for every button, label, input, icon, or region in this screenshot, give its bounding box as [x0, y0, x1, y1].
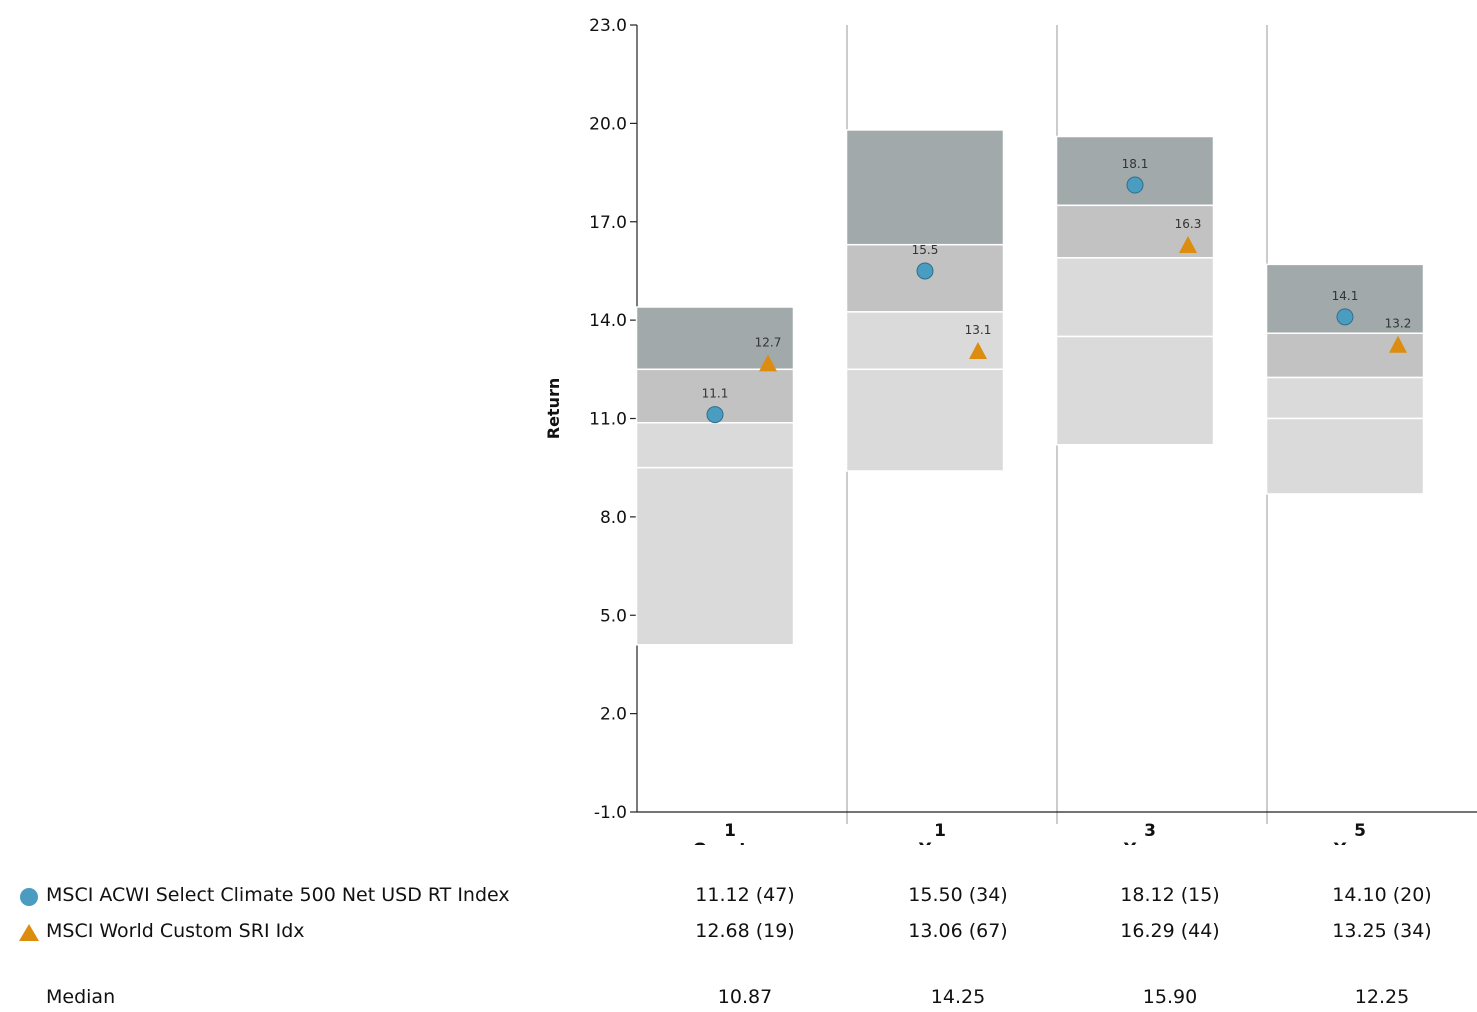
floating-bar-chart: 23.0 20.0 17.0 14.0 11.0 8.0 5.0 2.0 -1.0 Return 1…	[544, 16, 1477, 845]
percentile-band-2	[1055, 204, 1215, 259]
point-data-label: 12.7	[755, 335, 782, 349]
y-axis-title: Return	[544, 378, 563, 440]
median-value-1-year: 14.25	[930, 986, 986, 1008]
percentile-band-4	[1265, 417, 1425, 495]
x-category-label: 3	[1144, 821, 1156, 841]
y-tick-label: 23.0	[589, 16, 627, 36]
series-1-value-quarter: 11.12 (47)	[695, 884, 795, 906]
x-category-label: Years	[1123, 840, 1176, 845]
series-1-point	[706, 406, 724, 424]
series-2-point	[969, 341, 987, 359]
point-data-label: 13.2	[1385, 317, 1412, 331]
median-label: Median	[46, 986, 116, 1008]
point-data-label: 11.1	[702, 387, 729, 401]
triangle-marker-icon	[19, 924, 39, 941]
legend-row-series-2: MSCI World Custom SRI Idx 12.68 (19) 13.…	[0, 920, 1477, 946]
y-tick-label: 14.0	[589, 311, 627, 331]
x-category-label: Year	[918, 840, 962, 845]
point-data-label: 15.5	[912, 243, 939, 257]
y-tick-label: 2.0	[600, 705, 627, 725]
percentile-band-4	[1055, 335, 1215, 446]
point-data-label: 16.3	[1175, 217, 1202, 231]
y-tick-label: 8.0	[600, 508, 627, 528]
median-row: Median 10.87 14.25 15.90 12.25	[0, 986, 1477, 1012]
x-category-label: 5	[1354, 821, 1366, 841]
percentile-band-3	[635, 422, 795, 469]
series-2-point	[1179, 236, 1197, 254]
series-1-point	[1336, 308, 1354, 326]
percentile-band-4	[845, 368, 1005, 472]
circle-marker-icon	[20, 888, 38, 906]
series-2-value-quarter: 12.68 (19)	[695, 920, 795, 942]
y-tick-label: 5.0	[600, 606, 627, 626]
x-category-label: 1	[724, 821, 736, 841]
series-2-value-5-years: 13.25 (34)	[1332, 920, 1432, 942]
series-2-name: MSCI World Custom SRI Idx	[46, 920, 305, 942]
series-2-point	[1389, 335, 1407, 353]
series-1-value-3-years: 18.12 (15)	[1120, 884, 1220, 906]
point-data-label: 13.1	[965, 323, 992, 337]
percentile-band-3	[1265, 376, 1425, 420]
median-value-5-years: 12.25	[1354, 986, 1410, 1008]
series-1-name: MSCI ACWI Select Climate 500 Net USD RT …	[46, 884, 510, 906]
series-1-value-5-years: 14.10 (20)	[1332, 884, 1432, 906]
percentile-band-1	[845, 129, 1005, 246]
y-tick-label: 20.0	[589, 114, 627, 134]
series-2-value-1-year: 13.06 (67)	[908, 920, 1008, 942]
x-category-label: Quarter	[693, 840, 768, 845]
median-value-3-years: 15.90	[1142, 986, 1198, 1008]
series-1-value-1-year: 15.50 (34)	[908, 884, 1008, 906]
series-1-point	[916, 262, 934, 280]
y-tick-label: 17.0	[589, 213, 627, 233]
x-category-label: 1	[934, 821, 946, 841]
percentile-band-3	[1055, 257, 1215, 338]
percentile-band-1	[1055, 135, 1215, 207]
median-value-quarter: 10.87	[717, 986, 773, 1008]
percentile-band-4	[635, 466, 795, 646]
legend-row-series-1: MSCI ACWI Select Climate 500 Net USD RT …	[0, 884, 1477, 910]
percentile-band-3	[845, 311, 1005, 371]
series-1-point	[1126, 176, 1144, 194]
y-tick-label: -1.0	[594, 803, 627, 823]
series-2-point	[759, 354, 777, 372]
point-data-label: 14.1	[1332, 289, 1359, 303]
y-tick-label: 11.0	[589, 410, 627, 430]
point-data-label: 18.1	[1122, 157, 1149, 171]
x-category-label: Years	[1333, 840, 1386, 845]
series-2-value-3-years: 16.29 (44)	[1120, 920, 1220, 942]
